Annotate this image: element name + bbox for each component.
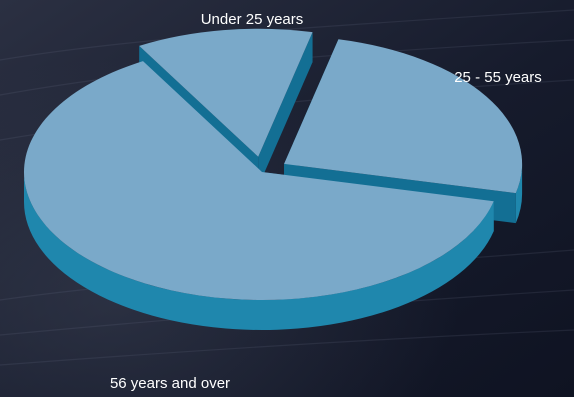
pie-slice-top — [284, 39, 523, 194]
pie-slice-cut-face — [258, 32, 313, 187]
pie-slice-top — [139, 28, 313, 157]
pie-labels: Under 25 years 25 - 55 years 56 years and … — [110, 11, 542, 392]
slice-label: 25 - 55 years — [454, 69, 542, 86]
pie-slice-side — [24, 172, 494, 331]
slice-label: Under 25 years — [201, 11, 304, 28]
pie-slice-side — [515, 163, 523, 224]
pie-slice-top — [24, 61, 494, 301]
slice-label: 56 years and over — [110, 375, 230, 392]
pie-slice-56-years-and-over — [24, 61, 494, 331]
pie-slices — [24, 28, 523, 331]
